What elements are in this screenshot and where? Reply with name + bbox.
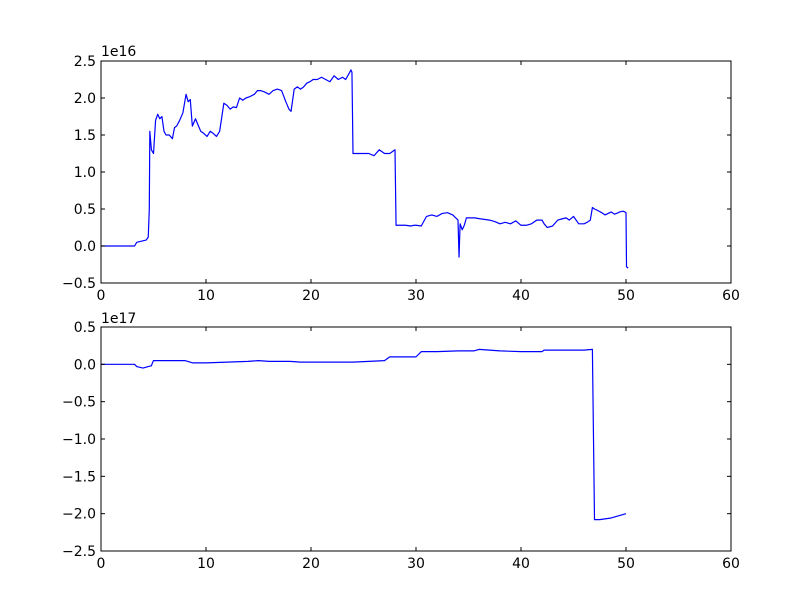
x-tick-label-top-1: 10	[197, 288, 215, 304]
y-tick-label-top-4: 1.5	[74, 128, 96, 144]
x-tick-label-bottom-1: 10	[197, 556, 215, 572]
x-tick-label-bottom-6: 60	[722, 556, 740, 572]
offset-label-top: 1e16	[101, 44, 136, 60]
x-tick-label-top-2: 20	[302, 288, 320, 304]
x-tick-label-top-3: 30	[407, 288, 425, 304]
x-tick-label-top-5: 50	[617, 288, 635, 304]
y-tick-label-top-1: 0.0	[74, 239, 96, 255]
y-tick-label-top-6: 2.5	[74, 54, 96, 70]
chart-bottom: 0 10 20 30 40 50 60 −2.5 −2.0 −1.5 −1.0 −0.5 0.0 0.5 1…	[62, 311, 740, 572]
y-tick-label-bottom-3: −1.0	[62, 432, 96, 448]
x-tick-label-top-4: 40	[512, 288, 530, 304]
x-tick-label-top-0: 0	[97, 288, 106, 304]
y-tick-label-top-2: 0.5	[74, 202, 96, 218]
x-tick-label-bottom-4: 40	[512, 556, 530, 572]
plot-area-bottom	[101, 327, 731, 551]
series-line-top-0	[101, 69, 629, 269]
y-tick-label-bottom-6: 0.5	[74, 320, 96, 336]
plot-area-top	[101, 61, 731, 283]
x-tick-label-bottom-0: 0	[97, 556, 106, 572]
x-tick-label-top-6: 60	[722, 288, 740, 304]
chart-top: 0 10 20 30 40 50 60 −0.5 0.0 0.5 1.0 1.5 2.0 2.5 1e16	[62, 44, 740, 304]
y-tick-label-bottom-1: −2.0	[62, 507, 96, 523]
series-line-bottom-0	[101, 348, 627, 521]
y-tick-label-bottom-4: −0.5	[62, 395, 96, 411]
offset-label-bottom: 1e17	[101, 311, 136, 327]
y-tick-label-bottom-0: −2.5	[62, 544, 96, 560]
y-tick-label-top-3: 1.0	[74, 165, 96, 181]
x-tick-label-bottom-5: 50	[617, 556, 635, 572]
x-tick-label-bottom-2: 20	[302, 556, 320, 572]
y-tick-label-bottom-2: −1.5	[62, 469, 96, 485]
y-tick-label-bottom-5: 0.0	[74, 357, 96, 373]
y-tick-label-top-0: −0.5	[62, 276, 96, 292]
y-tick-label-top-5: 2.0	[74, 91, 96, 107]
x-tick-label-bottom-3: 30	[407, 556, 425, 572]
